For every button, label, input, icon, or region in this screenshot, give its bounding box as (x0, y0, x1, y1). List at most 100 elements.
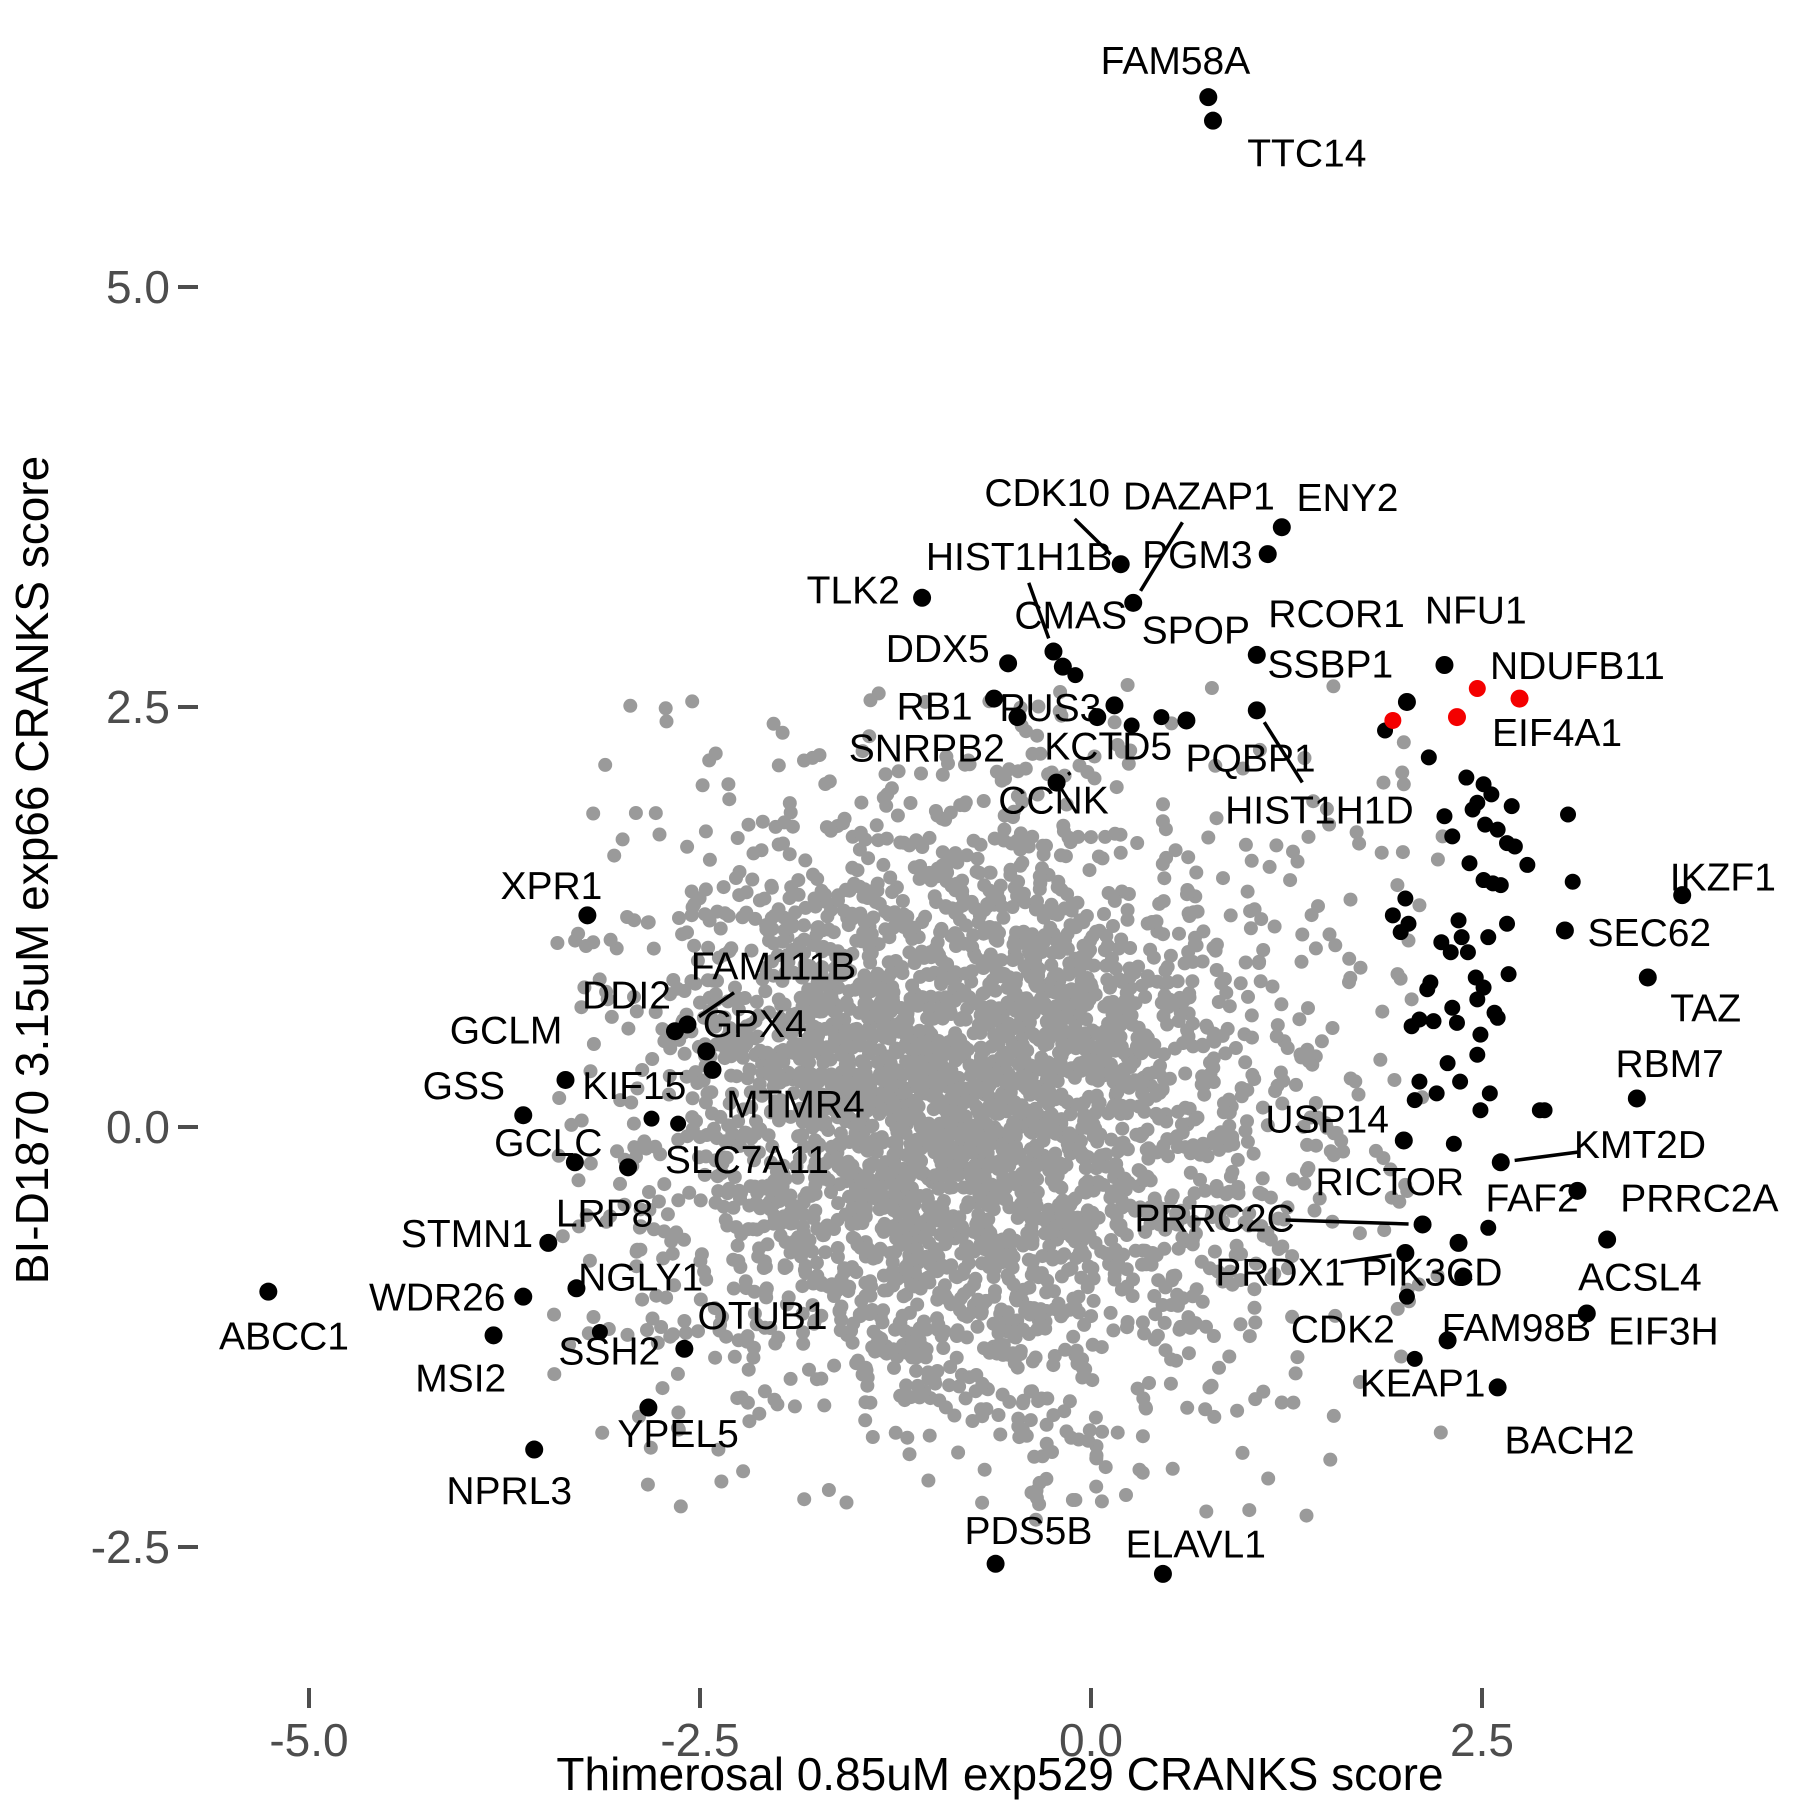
background-point (743, 1063, 757, 1078)
background-point (770, 1397, 785, 1412)
background-point (958, 966, 973, 981)
background-point (579, 939, 593, 953)
background-point (909, 1042, 924, 1056)
background-point (677, 1232, 691, 1247)
background-point (762, 1178, 776, 1193)
background-point (1098, 829, 1113, 844)
background-point (815, 1228, 830, 1243)
background-point (772, 1194, 787, 1209)
background-point (562, 1337, 577, 1352)
background-point (1314, 1034, 1329, 1049)
background-point (1256, 943, 1271, 957)
background-point (963, 1068, 978, 1083)
background-point (1325, 1021, 1340, 1035)
background-point (552, 1091, 567, 1105)
background-point (1300, 1137, 1315, 1152)
background-point (838, 1207, 853, 1222)
background-point (853, 1038, 868, 1053)
background-point (821, 1279, 836, 1294)
labeled-point-rictor (1449, 1233, 1468, 1252)
background-point (1083, 943, 1097, 957)
background-point (1029, 1143, 1044, 1158)
background-point (716, 1199, 731, 1214)
background-point (775, 934, 790, 949)
labeled-point-pds5b (986, 1554, 1005, 1573)
background-point (1015, 1396, 1030, 1411)
background-point (1059, 797, 1074, 812)
background-point (942, 1180, 957, 1195)
background-point (1019, 1082, 1034, 1096)
background-point (1328, 1308, 1343, 1323)
background-point (982, 1137, 997, 1152)
background-point (1053, 1180, 1068, 1195)
background-point (969, 950, 984, 965)
background-point (1008, 1291, 1023, 1306)
background-point (953, 1291, 968, 1306)
highlight-point (1458, 769, 1475, 786)
background-point (883, 1246, 898, 1260)
background-point (645, 1052, 660, 1066)
background-point (1114, 1223, 1129, 1238)
background-point (648, 1139, 663, 1154)
background-point (1433, 1425, 1448, 1440)
labeled-point-ddi2 (665, 1022, 684, 1041)
background-point (1163, 1376, 1178, 1391)
gene-label-slc7a11: SLC7A11 (665, 1139, 829, 1182)
background-point (1137, 1104, 1152, 1119)
background-point (951, 1167, 966, 1182)
background-point (872, 1106, 887, 1121)
background-point (805, 1298, 820, 1313)
background-point (1196, 1136, 1211, 1151)
labeled-point-nprl3 (525, 1440, 544, 1459)
background-point (1054, 1269, 1069, 1284)
background-point (677, 984, 692, 998)
background-point (1307, 1203, 1322, 1218)
background-point (953, 1155, 968, 1169)
background-point (1078, 1362, 1093, 1377)
background-point (839, 1495, 854, 1510)
background-point (874, 1331, 889, 1346)
background-point (1243, 904, 1258, 919)
background-point (823, 1052, 838, 1067)
background-point (1165, 1461, 1180, 1476)
labeled-point-stmn1 (539, 1233, 558, 1252)
background-point (1395, 845, 1410, 860)
background-point (645, 1311, 660, 1326)
background-point (818, 1021, 833, 1036)
background-point (1395, 765, 1410, 780)
background-point (793, 1101, 808, 1116)
labeled-point-kctd5 (1047, 773, 1066, 792)
background-point (850, 863, 865, 878)
background-point (1089, 1088, 1104, 1103)
highlight-point (1428, 1085, 1445, 1102)
background-point (1120, 1106, 1134, 1121)
background-point (695, 778, 710, 793)
background-point (693, 1193, 708, 1208)
background-point (777, 1261, 792, 1275)
background-point (787, 1399, 802, 1414)
background-point (627, 989, 641, 1004)
background-point (1161, 975, 1176, 990)
background-point (1230, 1152, 1245, 1167)
background-point (1342, 951, 1357, 966)
highlight-point (1489, 821, 1506, 838)
background-point (747, 1306, 762, 1321)
background-point (1159, 1216, 1174, 1231)
background-point (876, 1224, 891, 1239)
gene-label-ssh2: SSH2 (558, 1330, 660, 1373)
background-point (782, 847, 797, 862)
background-point (673, 1499, 688, 1514)
background-point (790, 1170, 805, 1185)
background-point (944, 879, 959, 894)
background-point (951, 1445, 966, 1460)
background-point (583, 1156, 598, 1171)
background-point (1301, 1054, 1316, 1069)
gene-label-kctd5: KCTD5 (1044, 726, 1172, 769)
background-point (1286, 1395, 1301, 1410)
background-point (1201, 830, 1216, 845)
background-point (1119, 1488, 1133, 1502)
background-point (684, 974, 699, 989)
background-point (1120, 912, 1135, 927)
gene-label-nprl3: NPRL3 (446, 1470, 572, 1513)
background-point (1029, 1483, 1044, 1498)
